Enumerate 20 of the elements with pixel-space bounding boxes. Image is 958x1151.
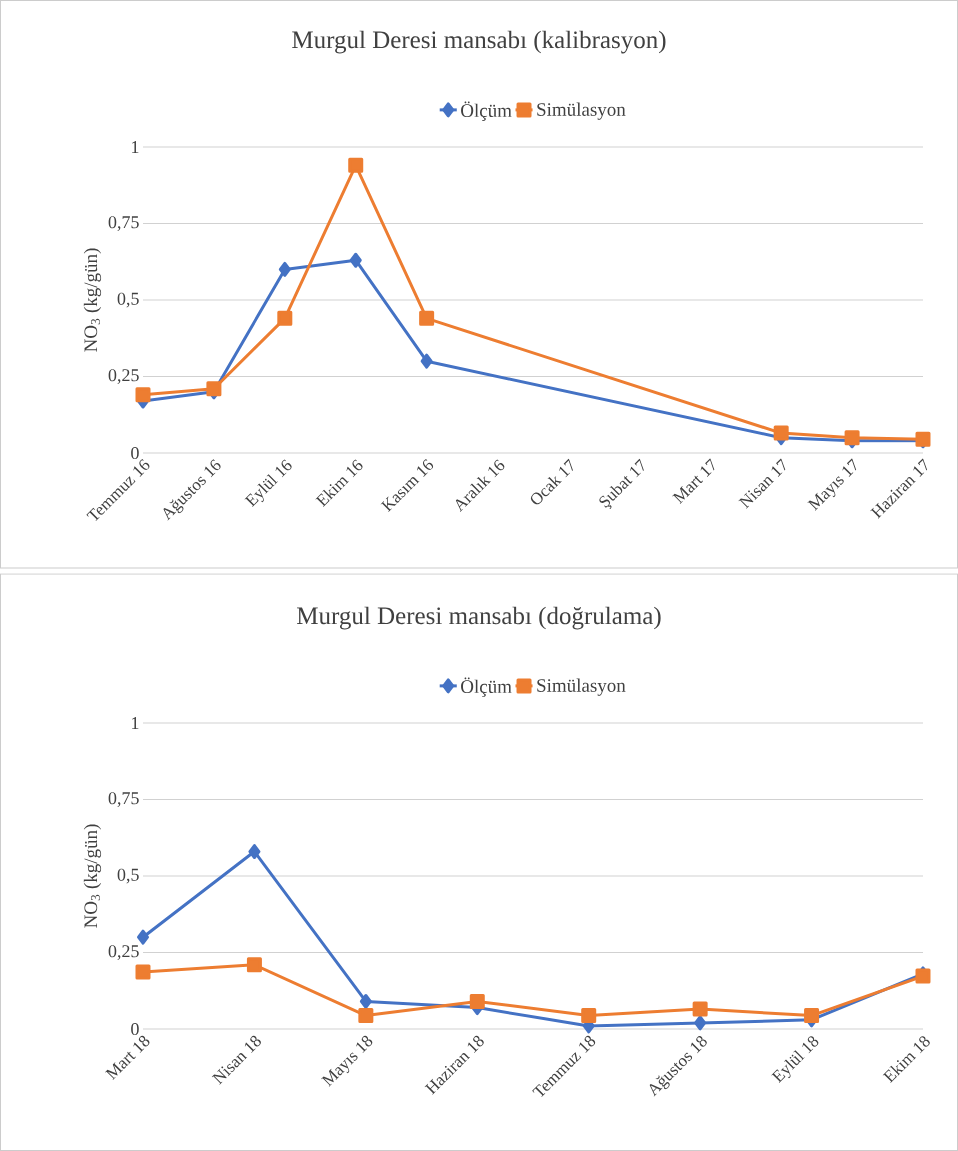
y-axis-title: NO$_{3}$ (kg/gün)	[83, 248, 102, 352]
y-tick-label: 1	[132, 141, 139, 153]
y-axis-title: NO$_{3}$ (kg/gün)	[83, 824, 102, 928]
y-tick-label: 0,5	[117, 292, 139, 308]
chart-title: Murgul Deresi mansabı (doğrulama)	[297, 606, 661, 630]
y-tick-label: 0,25	[108, 369, 139, 384]
y-tick-label: 1	[132, 717, 139, 729]
y-tick-label: 0	[131, 1022, 139, 1036]
y-tick-label: 0,25	[108, 945, 139, 960]
legend-label: Ölçüm	[461, 101, 512, 121]
y-tick-label: 0	[131, 446, 139, 460]
y-tick-label: 0,75	[108, 216, 139, 231]
legend-label: Simülasyon	[537, 678, 626, 696]
x-tick-label: Mart 18	[105, 1035, 150, 1081]
y-tick-label: 0,5	[117, 868, 139, 884]
y-tick-label: 0,75	[108, 792, 139, 807]
legend-label: Ölçüm	[461, 677, 512, 697]
legend-label: Simülasyon	[537, 102, 626, 120]
chart-title: Murgul Deresi mansabı (kalibrasyon)	[292, 30, 666, 54]
x-tick-label: Mart 17	[672, 458, 715, 504]
